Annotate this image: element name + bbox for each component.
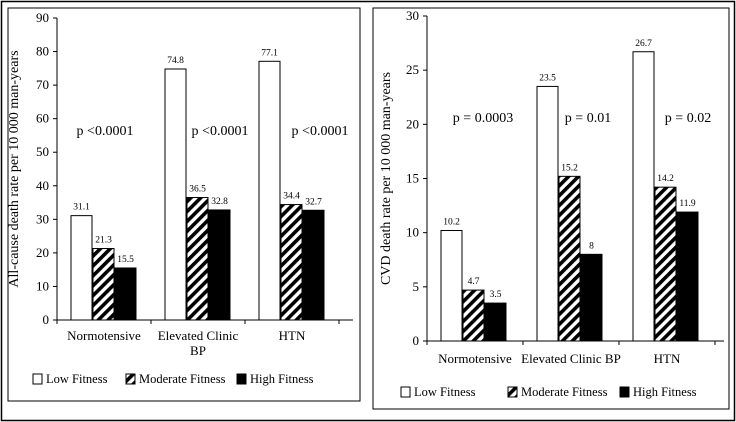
bar-value-label: 32.7 (305, 197, 322, 207)
category-label: Elevated Clinic BP (521, 351, 621, 366)
y-tick-label: 90 (36, 10, 49, 25)
y-tick-label: 30 (36, 211, 49, 226)
bar-value-label: 34.4 (283, 192, 300, 202)
y-axis-title: All-cause death rate per 10 000 man-year… (7, 50, 22, 287)
bar-value-label: 10.2 (443, 218, 460, 228)
legend-label: Moderate Fitness (521, 385, 608, 399)
panel-frame (372, 7, 730, 410)
bar-low-fitness (536, 85, 559, 342)
p-value-annotation: p <0.0001 (77, 124, 134, 139)
p-value-annotation: p = 0.01 (565, 111, 611, 126)
bar-high-fitness (114, 267, 137, 321)
legend-label: Low Fitness (46, 372, 108, 386)
bar-low-fitness (258, 60, 281, 321)
chart-panel-all-cause: 0 10 20 30 40 50 60 70 80 90 All-cause death rate … (7, 7, 361, 402)
bar-value-label: 8 (589, 241, 594, 251)
bar-moderate-fitness (280, 204, 303, 321)
legend-swatch (32, 373, 43, 385)
legend-swatch (400, 386, 411, 398)
y-tick-label: 0 (43, 312, 50, 327)
bar-low-fitness (440, 230, 463, 342)
y-tick-label: 30 (406, 8, 419, 23)
y-tick-label: 20 (406, 116, 419, 131)
y-tick-label: 0 (413, 333, 420, 348)
bar-value-label: 4.7 (468, 277, 480, 287)
bar-value-label: 11.9 (679, 199, 696, 209)
bar-high-fitness (484, 302, 507, 342)
bar-moderate-fitness (462, 289, 485, 342)
p-value-annotation: p <0.0001 (192, 124, 249, 139)
legend-label: Low Fitness (414, 385, 476, 399)
bar-value-label: 3.5 (490, 290, 502, 300)
bar-low-fitness (632, 51, 655, 342)
y-tick-label: 80 (36, 44, 49, 59)
category-label: Normotensive (438, 351, 512, 366)
y-tick-label: 5 (413, 279, 420, 294)
bar-value-label: 15.5 (117, 255, 134, 265)
legend-swatch (125, 373, 136, 385)
p-value-annotation: p <0.0001 (292, 124, 349, 139)
category-label: HTN (279, 328, 306, 343)
category-label: HTN (654, 351, 681, 366)
bar-moderate-fitness (92, 248, 115, 321)
panel-frame (7, 7, 361, 402)
bar-moderate-fitness (654, 186, 677, 342)
y-tick-label: 25 (406, 62, 419, 77)
y-tick-label: 10 (36, 278, 49, 293)
y-tick-label: 60 (36, 111, 49, 126)
bar-value-label: 26.7 (635, 39, 652, 49)
bar-low-fitness (164, 68, 187, 321)
p-value-annotation: p = 0.02 (665, 111, 711, 126)
bar-value-label: 77.1 (261, 48, 278, 58)
bar-value-label: 31.1 (73, 203, 90, 213)
bar-moderate-fitness (558, 175, 581, 342)
bar-high-fitness (302, 209, 325, 321)
bar-high-fitness (580, 253, 603, 342)
chart-panel-cvd: 0 5 10 15 20 25 30 CVD death rate per 10 000 ma… (372, 7, 730, 410)
y-tick-label: 15 (406, 171, 419, 186)
y-tick-label: 70 (36, 77, 49, 92)
bar-value-label: 15.2 (561, 163, 578, 173)
bar-value-label: 21.3 (95, 236, 112, 246)
legend-swatch (236, 373, 247, 385)
legend-swatch (507, 386, 518, 398)
bar-high-fitness (208, 209, 231, 321)
bar-value-label: 74.8 (167, 56, 184, 66)
y-tick-label: 50 (36, 144, 49, 159)
bar-moderate-fitness (186, 197, 209, 321)
y-tick-label: 10 (406, 225, 419, 240)
y-tick-label: 20 (36, 245, 49, 260)
p-value-annotation: p = 0.0003 (453, 111, 513, 126)
bar-low-fitness (70, 215, 93, 321)
y-tick-label: 40 (36, 178, 49, 193)
legend-label: High Fitness (633, 385, 697, 399)
category-label: Normotensive (67, 328, 141, 343)
category-label: Elevated Clinic (158, 328, 239, 343)
bar-value-label: 23.5 (539, 73, 556, 83)
bar-value-label: 32.8 (211, 197, 228, 207)
y-axis-title: CVD death rate per 10 000 man-years (379, 72, 394, 285)
legend-label: High Fitness (250, 372, 314, 386)
legend-label: Moderate Fitness (139, 372, 226, 386)
legend-swatch (619, 386, 630, 398)
category-label: BP (190, 343, 206, 358)
bar-high-fitness (676, 211, 699, 342)
bar-value-label: 14.2 (657, 174, 674, 184)
bar-value-label: 36.5 (189, 185, 206, 195)
